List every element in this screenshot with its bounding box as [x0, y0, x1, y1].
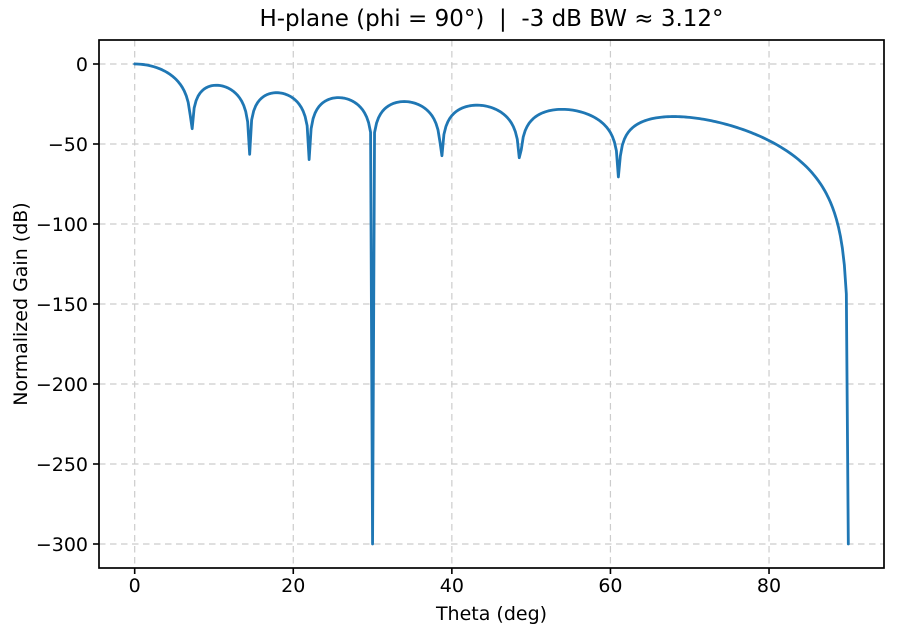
y-tick-label: −300 — [36, 534, 88, 556]
x-tick-label: 40 — [440, 575, 464, 597]
chart-title: H-plane (phi = 90°) | -3 dB BW ≈ 3.12° — [259, 6, 724, 32]
y-tick-label: 0 — [76, 54, 88, 76]
x-axis-label: Theta (deg) — [435, 603, 548, 625]
x-tick-label: 80 — [757, 575, 781, 597]
y-tick-label: −250 — [36, 454, 88, 476]
y-tick-label: −150 — [36, 294, 88, 316]
y-axis-label: Normalized Gain (dB) — [10, 202, 32, 406]
gain-curve — [133, 62, 850, 546]
y-tick-label: −50 — [48, 134, 88, 156]
x-tick-label: 20 — [281, 575, 305, 597]
plot-border — [98, 39, 885, 569]
x-tick-label: 0 — [129, 575, 141, 597]
x-tick-label: 60 — [598, 575, 622, 597]
y-tick-label: −100 — [36, 214, 88, 236]
y-tick-label: −200 — [36, 374, 88, 396]
